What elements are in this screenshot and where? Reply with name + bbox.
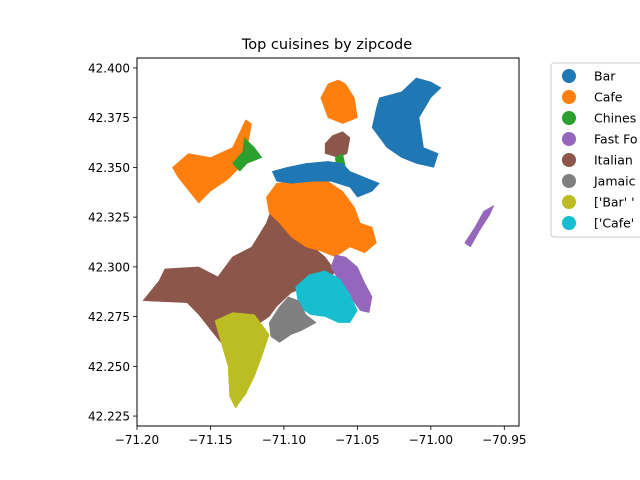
region-chines-5 xyxy=(232,137,263,172)
legend-marker xyxy=(562,174,576,188)
region-bar-8 xyxy=(271,161,380,198)
legend: Bar Cafe Chines Fast Fo Italian Jamaic ['Bar' … xyxy=(550,62,640,238)
map-regions xyxy=(142,77,495,409)
region-cafe-11 xyxy=(295,270,358,323)
region-cafe-3 xyxy=(320,79,358,124)
legend-label: Chines xyxy=(594,111,636,126)
chart-title: Top cuisines by zipcode xyxy=(241,37,412,53)
y-tick-label: 42.225 xyxy=(88,410,130,424)
x-tick-label: −71.00 xyxy=(409,433,453,447)
legend-marker xyxy=(562,90,576,104)
legend-label: ['Bar' ' xyxy=(594,195,635,210)
legend-label: Fast Fo xyxy=(594,132,637,147)
x-tick-label: −71.05 xyxy=(335,433,379,447)
region-bar-7 xyxy=(371,77,442,168)
legend-label: Italian xyxy=(594,153,633,168)
legend-label: ['Cafe' xyxy=(594,216,634,231)
legend-label: Cafe xyxy=(594,90,623,105)
legend-label: Jamaic xyxy=(593,174,636,189)
y-axis: 42.225 42.250 42.275 42.300 42.325 42.350 42.3… xyxy=(88,61,137,424)
y-tick-label: 42.400 xyxy=(88,61,130,75)
y-tick-label: 42.325 xyxy=(88,211,130,225)
plot-title-group: Top cuisines by zipcode xyxy=(241,37,412,53)
y-tick-label: 42.250 xyxy=(88,360,130,374)
x-tick-label: −71.15 xyxy=(188,433,232,447)
legend-marker xyxy=(562,216,576,230)
y-tick-label: 42.275 xyxy=(88,310,130,324)
y-tick-label: 42.350 xyxy=(88,161,130,175)
plot-frame xyxy=(136,57,520,427)
y-tick-label: 42.300 xyxy=(88,260,130,274)
region-bar-13 xyxy=(214,312,270,409)
legend-marker xyxy=(562,69,576,83)
x-axis: −71.20 −71.15 −71.10 −71.05 −71.00 −70.95 xyxy=(115,426,527,447)
legend-marker xyxy=(562,132,576,146)
legend-label: Bar xyxy=(594,69,616,84)
region-fast-fo-9 xyxy=(464,204,495,248)
region-italian-1 xyxy=(324,131,351,158)
region-jamaic-12 xyxy=(268,296,317,343)
x-tick-label: −71.20 xyxy=(115,433,159,447)
legend-marker xyxy=(562,111,576,125)
y-tick-label: 42.375 xyxy=(88,111,130,125)
legend-marker xyxy=(562,195,576,209)
x-tick-label: −71.10 xyxy=(262,433,306,447)
legend-marker xyxy=(562,153,576,167)
legend-box xyxy=(550,62,640,238)
x-tick-label: −70.95 xyxy=(482,433,526,447)
